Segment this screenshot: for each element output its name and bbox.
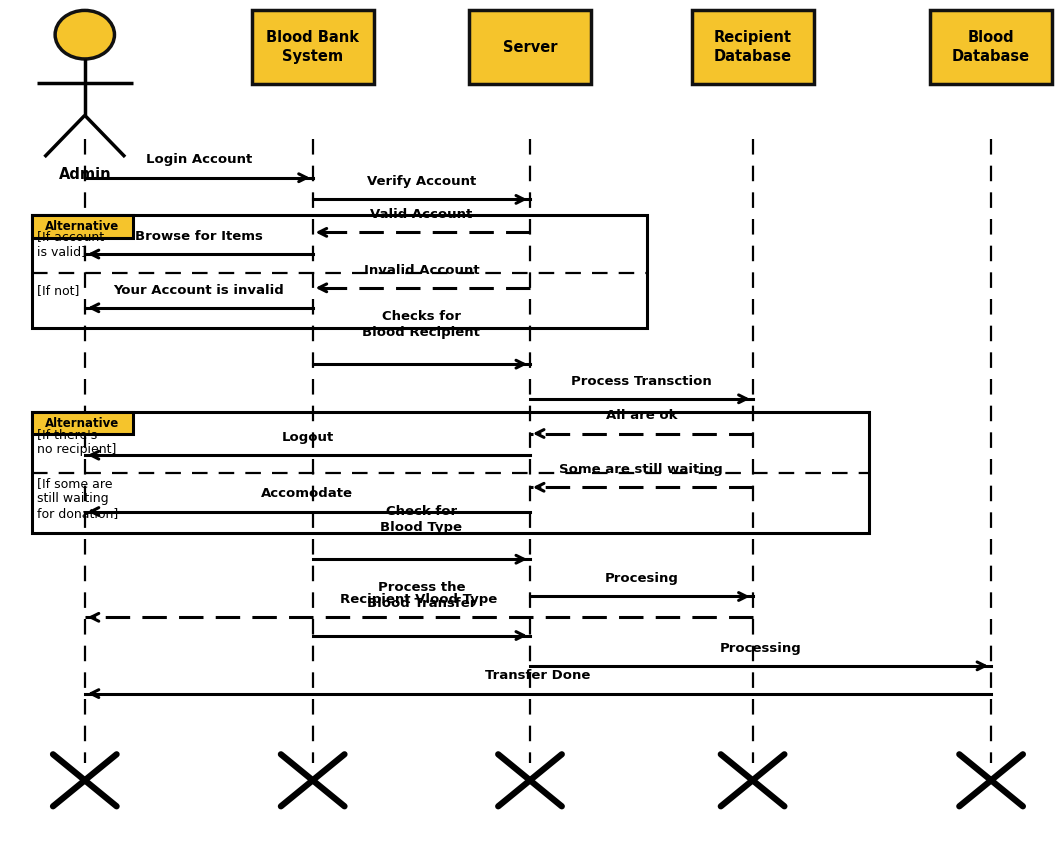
Text: Server: Server	[502, 40, 558, 55]
Text: Alternative: Alternative	[45, 417, 120, 429]
Bar	[931, 10, 1053, 84]
Text: Verify Account: Verify Account	[367, 175, 476, 188]
Text: Checks for
Blood Recipient: Checks for Blood Recipient	[363, 310, 480, 339]
Text: Check for
Blood Type: Check for Blood Type	[381, 505, 462, 534]
Text: Your Account is invalid: Your Account is invalid	[113, 284, 284, 297]
Bar	[32, 412, 132, 434]
Bar	[32, 412, 869, 533]
Text: Invalid Account: Invalid Account	[364, 264, 479, 277]
Text: Process the
Blood Transfer: Process the Blood Transfer	[367, 582, 476, 610]
Bar	[469, 10, 591, 84]
Text: Browse for Items: Browse for Items	[135, 230, 263, 243]
Text: Transfer Done: Transfer Done	[485, 669, 590, 682]
Circle shape	[55, 10, 114, 59]
Text: [If account
is valid]: [If account is valid]	[37, 231, 104, 258]
Text: Login Account: Login Account	[145, 153, 252, 166]
Bar	[32, 215, 132, 238]
Bar	[691, 10, 814, 84]
Text: Process Transction: Process Transction	[571, 375, 711, 388]
Text: Admin: Admin	[58, 167, 111, 182]
Text: Accomodate: Accomodate	[262, 487, 353, 500]
Text: Alternative: Alternative	[45, 220, 120, 232]
Text: Valid Account: Valid Account	[370, 208, 473, 221]
Text: Recipient Vlood Type: Recipient Vlood Type	[340, 593, 497, 606]
Text: [If not]: [If not]	[37, 284, 80, 297]
Text: Blood
Database: Blood Database	[952, 30, 1030, 64]
Text: Blood Bank
System: Blood Bank System	[266, 30, 359, 64]
Text: Procesing: Procesing	[604, 572, 678, 585]
Text: Logout: Logout	[281, 431, 334, 444]
Text: [If there's
no recipient]: [If there's no recipient]	[37, 428, 117, 456]
Text: Some are still waiting: Some are still waiting	[560, 463, 723, 476]
Bar	[32, 215, 647, 328]
Bar	[252, 10, 373, 84]
Text: [If some are
still waiting
for donation]: [If some are still waiting for donation]	[37, 477, 119, 520]
Text: All are ok: All are ok	[605, 409, 677, 422]
Text: Processing: Processing	[720, 642, 801, 655]
Text: Recipient
Database: Recipient Database	[713, 30, 792, 64]
